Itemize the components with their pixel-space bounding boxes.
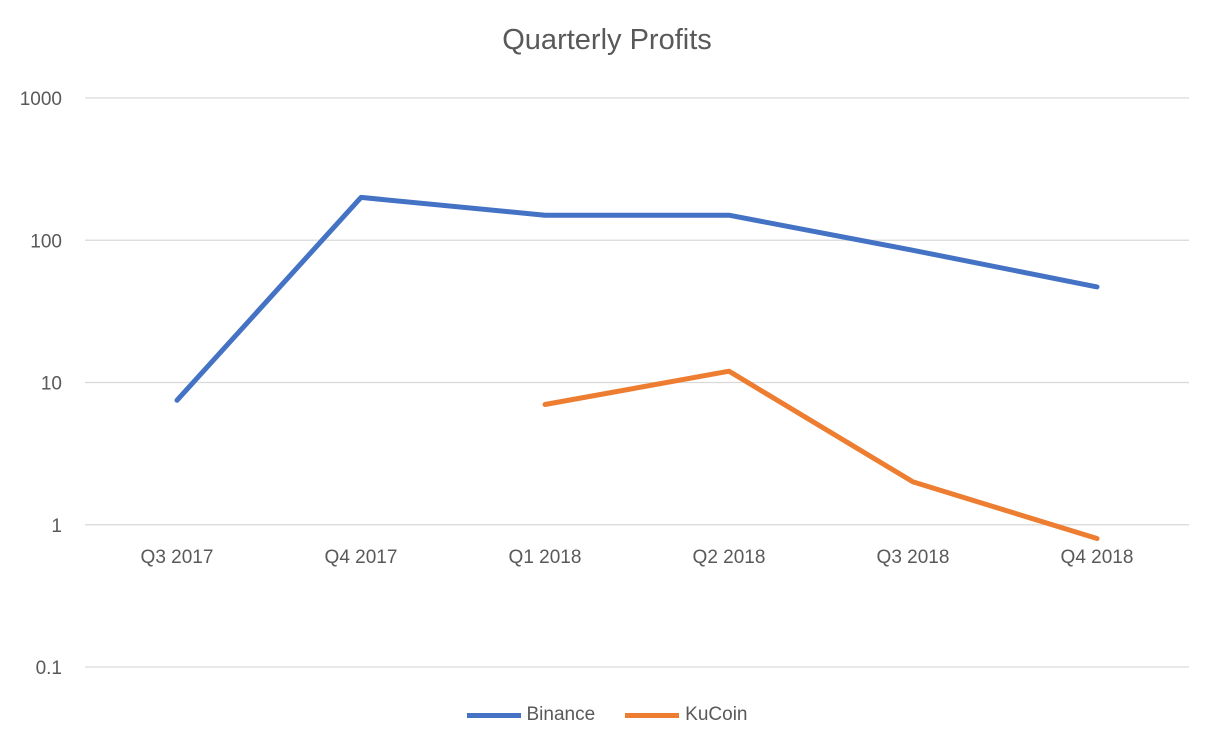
x-tick-label: Q2 2018 xyxy=(693,547,766,568)
series-line-kucoin xyxy=(542,368,1100,541)
legend-item-kucoin: KuCoin xyxy=(625,704,748,726)
x-tick-label: Q3 2017 xyxy=(141,547,214,568)
legend-label: KuCoin xyxy=(685,704,748,725)
chart-title: Quarterly Profits xyxy=(502,24,712,56)
x-tick-label: Q3 2018 xyxy=(877,547,950,568)
legend: Binance KuCoin xyxy=(0,704,1214,726)
series-lines xyxy=(174,194,1100,541)
y-tick-label: 1000 xyxy=(20,89,62,110)
legend-swatch xyxy=(625,712,680,718)
series-line-binance xyxy=(174,194,1100,403)
y-axis-tick-labels: 0.1 1 10 100 1000 xyxy=(20,89,62,679)
x-tick-label: Q4 2017 xyxy=(325,547,398,568)
x-tick-label: Q1 2018 xyxy=(509,547,582,568)
x-tick-label: Q4 2018 xyxy=(1061,547,1134,568)
y-tick-label: 10 xyxy=(41,374,62,395)
gridlines xyxy=(85,97,1189,668)
legend-swatch xyxy=(466,712,521,718)
x-axis-tick-labels: Q3 2017 Q4 2017 Q1 2018 Q2 2018 Q3 2018 Q4 20… xyxy=(141,547,1134,568)
legend-item-binance: Binance xyxy=(466,704,596,726)
y-tick-label: 1 xyxy=(51,516,62,537)
legend-label: Binance xyxy=(526,704,596,725)
y-tick-label: 100 xyxy=(30,231,62,252)
y-tick-label: 0.1 xyxy=(36,658,62,679)
